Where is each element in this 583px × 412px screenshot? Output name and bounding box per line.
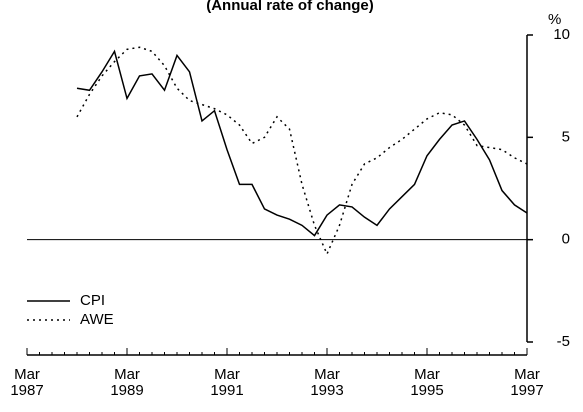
x-tick-label: Mar 1989 xyxy=(110,366,144,399)
y-unit: % xyxy=(548,11,561,28)
series-line xyxy=(76,46,528,256)
legend-label: CPI xyxy=(80,292,105,309)
x-tick-label: Mar 1995 xyxy=(410,366,444,399)
x-tick-label: Mar 1987 xyxy=(10,366,44,399)
legend-label: AWE xyxy=(80,311,114,328)
x-tick-label: Mar 1993 xyxy=(310,366,344,399)
y-tick-label: 10 xyxy=(553,26,570,43)
y-tick-label: -5 xyxy=(557,333,570,350)
y-tick-label: 0 xyxy=(562,231,570,248)
x-tick-label: Mar 1997 xyxy=(510,366,544,399)
x-tick-label: Mar 1991 xyxy=(210,366,244,399)
y-tick-label: 5 xyxy=(562,128,570,145)
chart-title: (Annual rate of change) xyxy=(206,0,374,14)
series-line xyxy=(76,49,528,237)
